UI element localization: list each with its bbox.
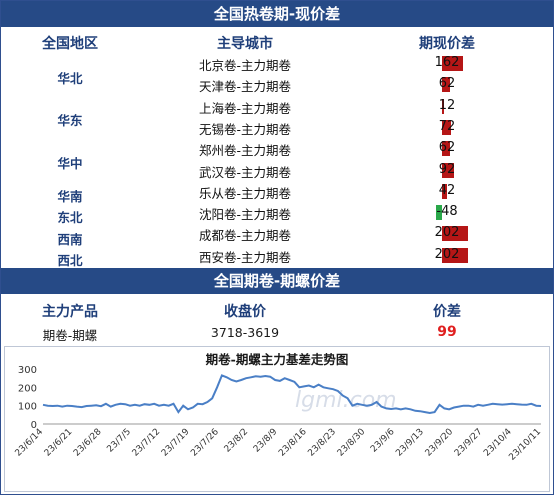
x-tick-label: 23/9/20 (424, 427, 456, 459)
spread-value: 92 (438, 161, 456, 177)
spread-bar (435, 205, 442, 221)
region-label: 华北 (57, 71, 83, 86)
x-tick-label: 23/10/11 (507, 427, 543, 463)
region-label: 东北 (57, 210, 83, 225)
spread-value: 99 (437, 324, 457, 340)
spread-cell: 202 (412, 246, 482, 264)
x-tick-label: 23/9/13 (394, 427, 426, 459)
basis-series-line (42, 374, 542, 415)
spread-bar (442, 183, 448, 199)
chart-title: 期卷-期螺主力基差走势图 (205, 352, 349, 367)
spread-cell: 202 (412, 224, 482, 242)
city-name: 成都卷-主力期卷 (198, 228, 291, 244)
region-label: 西北 (57, 253, 83, 268)
x-tick-label: 23/8/9 (252, 427, 280, 455)
spread-value: 72 (438, 118, 456, 134)
spread-cell: 62 (412, 75, 482, 93)
city-name: 北京卷-主力期卷 (198, 58, 291, 73)
header-city: 主导城市 (217, 36, 273, 52)
header-region: 全国地区 (42, 36, 98, 52)
watermark-text: lgmi.com (295, 388, 397, 413)
spread-bar (442, 141, 451, 157)
city-name: 天津卷-主力期卷 (198, 79, 291, 95)
x-tick-label: 23/6/28 (72, 427, 104, 459)
x-tick-label: 23/8/23 (306, 427, 338, 459)
region-label: 西南 (57, 232, 83, 247)
spread-cell: 62 (412, 139, 482, 157)
section-title-hot-coil-basis: 全国热卷期-现价差 (1, 1, 553, 27)
y-tick-label: 0 (31, 420, 37, 431)
spread-bar (442, 247, 469, 263)
product-name: 期卷-期螺 (42, 328, 98, 343)
spread-cell: 72 (412, 118, 482, 136)
city-name: 沈阳卷-主力期卷 (198, 207, 291, 223)
spread-value: 202 (434, 225, 460, 241)
spread-value: 42 (438, 182, 456, 198)
basis-trend-chart: 期卷-期螺主力基差走势图 lgmi.com 0 100 200 300 23/6/14 23… (4, 346, 550, 492)
spread-value: 12 (438, 97, 456, 113)
y-tick-label: 200 (18, 383, 37, 394)
spread-bar (442, 226, 469, 242)
header-spread: 期现价差 (419, 36, 475, 52)
section-title-coil-rebar-spread: 全国期卷-期螺价差 (1, 268, 553, 294)
spread-value: 162 (434, 55, 460, 70)
spread-bar (442, 77, 451, 93)
spread-value: 62 (438, 76, 456, 92)
spread-cell: 162 (412, 54, 482, 72)
y-tick-label: 300 (18, 365, 37, 376)
header-price-spread: 价差 (433, 304, 461, 320)
region-label: 华南 (57, 189, 83, 204)
header-product: 主力产品 (42, 304, 98, 320)
x-tick-label: 23/6/21 (43, 427, 75, 459)
spread-value: 62 (438, 140, 456, 156)
x-tick-label: 23/8/2 (223, 427, 251, 455)
header-close-price: 收盘价 (224, 304, 266, 320)
city-name: 郑州卷-主力期卷 (198, 143, 291, 159)
spread-bar (442, 162, 454, 178)
x-tick-label: 23/7/26 (189, 427, 221, 459)
spread-cell: 12 (412, 97, 482, 115)
spread-bar (442, 119, 452, 135)
city-name: 西安卷-主力期卷 (198, 249, 291, 265)
city-name: 无锡卷-主力期卷 (198, 121, 291, 137)
city-name: 乐从卷-主力期卷 (198, 185, 291, 201)
spread-cell: 92 (412, 161, 482, 179)
city-name: 武汉卷-主力期卷 (198, 164, 291, 180)
x-tick-label: 23/7/19 (160, 427, 192, 459)
x-tick-label: 23/7/12 (131, 427, 163, 459)
spread-cell: -48 (412, 203, 482, 221)
y-tick-label: 100 (18, 402, 37, 413)
x-tick-label: 23/8/30 (336, 427, 368, 459)
close-price: 3718-3619 (210, 325, 280, 340)
spread-value: 202 (434, 246, 460, 262)
spread-bar (442, 56, 464, 71)
spread-value: -48 (436, 204, 458, 220)
x-tick-label: 23/9/6 (369, 427, 397, 455)
x-tick-label: 23/8/16 (277, 427, 309, 459)
x-tick-label: 23/7/5 (105, 427, 133, 455)
region-label: 华中 (57, 156, 83, 171)
x-tick-label: 23/6/14 (14, 427, 46, 459)
spread-bar (442, 98, 444, 114)
spread-cell: 42 (412, 182, 482, 200)
region-label: 华东 (57, 113, 83, 128)
x-tick-label: 23/9/27 (453, 427, 485, 459)
city-name: 上海卷-主力期卷 (198, 100, 291, 116)
